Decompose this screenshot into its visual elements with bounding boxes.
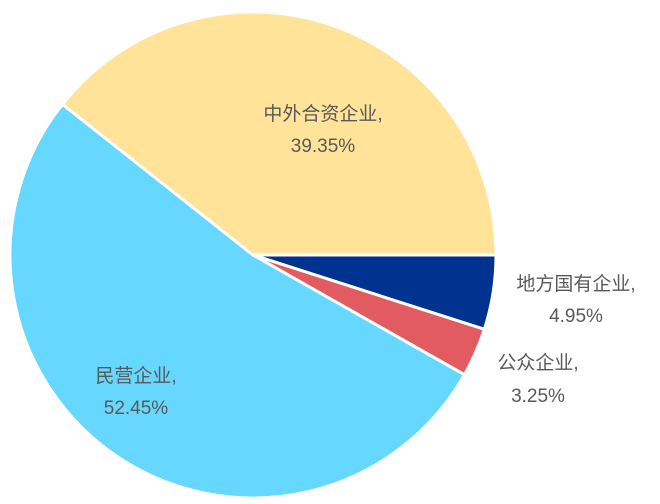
slice-label-private-enterprise: 民营企业, <box>95 365 176 387</box>
slice-label-sino-foreign-jv: 中外合资企业, <box>263 103 382 125</box>
pie-slice-sino-foreign-jv <box>60 10 498 257</box>
pie-slice-private-enterprise <box>8 102 466 500</box>
slice-label-local-state-enterprise: 地方国有企业, <box>516 273 635 295</box>
slice-value-public-enterprise: 3.25% <box>511 386 565 407</box>
pie-slices <box>8 10 498 500</box>
slice-value-private-enterprise: 52.45% <box>104 398 169 419</box>
slice-label-public-enterprise: 公众企业, <box>497 352 578 374</box>
slice-value-sino-foreign-jv: 39.35% <box>291 136 356 157</box>
slice-value-local-state-enterprise: 4.95% <box>549 306 603 327</box>
